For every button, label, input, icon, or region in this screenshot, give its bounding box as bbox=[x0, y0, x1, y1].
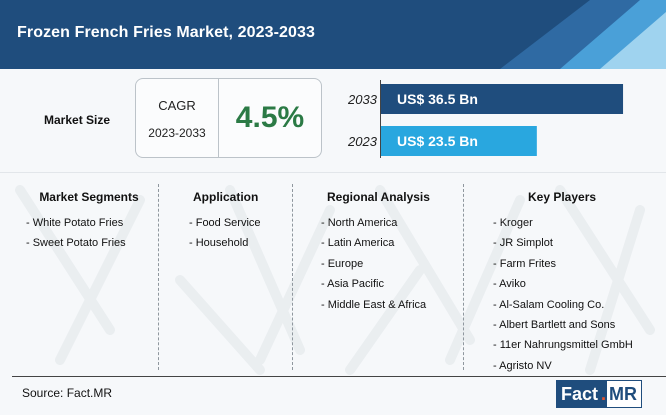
regional-analysis-column: Regional Analysis - North America - Lati… bbox=[321, 190, 461, 315]
year-label-2033: 2033 bbox=[348, 92, 377, 107]
column-divider bbox=[292, 184, 293, 370]
cagr-period: 2023-2033 bbox=[148, 126, 206, 140]
logo-text-right: MR bbox=[606, 380, 643, 408]
list-item: - Aviko bbox=[493, 278, 526, 291]
column-divider bbox=[463, 184, 464, 370]
list-item: - Sweet Potato Fries bbox=[26, 237, 126, 250]
page-title: Frozen French Fries Market, 2023-2033 bbox=[17, 24, 316, 41]
logo-text-left: Fact bbox=[556, 380, 602, 408]
list-item: - Latin America bbox=[321, 237, 395, 250]
list-item: - Farm Frites bbox=[493, 257, 556, 270]
bar-value-label-2033: US$ 36.5 Bn bbox=[397, 91, 478, 107]
list-item: - White Potato Fries bbox=[26, 217, 124, 229]
bar-2033 bbox=[381, 84, 624, 114]
cagr-value: 4.5% bbox=[235, 101, 305, 134]
regional-analysis-heading: Regional Analysis bbox=[327, 190, 430, 204]
list-item: - 11er Nahrungsmittel GmbH bbox=[493, 339, 633, 352]
list-item: - Food Service bbox=[189, 217, 261, 229]
list-item: - Household bbox=[189, 237, 249, 250]
list-item: - Kroger bbox=[493, 217, 533, 229]
market-size-label: Market Size bbox=[44, 113, 111, 127]
column-divider bbox=[158, 184, 159, 370]
market-segments-column: Market Segments - White Potato Fries - S… bbox=[26, 190, 156, 254]
cagr-label: CAGR bbox=[158, 98, 196, 113]
source-note: Source: Fact.MR bbox=[22, 386, 113, 400]
application-heading: Application bbox=[193, 190, 259, 204]
list-item: - Albert Bartlett and Sons bbox=[493, 318, 616, 331]
list-item: - Asia Pacific bbox=[321, 278, 384, 291]
list-item: - North America bbox=[321, 217, 398, 229]
list-item: - Al-Salam Cooling Co. bbox=[493, 298, 605, 311]
application-column: Application - Food Service - Household bbox=[189, 190, 299, 254]
factmr-logo: Fact. MR bbox=[556, 380, 643, 408]
key-players-heading: Key Players bbox=[528, 190, 597, 204]
market-segments-heading: Market Segments bbox=[39, 190, 139, 204]
logo-dot: . bbox=[601, 380, 607, 408]
list-item: - Agristo NV bbox=[493, 359, 552, 372]
key-players-column: Key Players - Kroger - JR Simplot - Farm… bbox=[493, 190, 658, 376]
header-decoration bbox=[500, 0, 666, 69]
cagr-divider bbox=[218, 79, 219, 157]
list-item: - JR Simplot bbox=[493, 237, 553, 250]
section-divider bbox=[0, 172, 666, 173]
market-size-bar-chart: US$ 36.5 Bn US$ 23.5 Bn bbox=[381, 84, 624, 156]
bar-2023 bbox=[381, 126, 537, 156]
footer-divider bbox=[12, 376, 666, 377]
list-item: - Europe bbox=[321, 257, 364, 270]
year-label-2023: 2023 bbox=[348, 134, 377, 149]
list-item: - Middle East & Africa bbox=[321, 298, 427, 311]
bar-value-label-2023: US$ 23.5 Bn bbox=[397, 133, 478, 149]
cagr-box: CAGR 2023-2033 4.5% bbox=[135, 78, 322, 158]
header-banner: Frozen French Fries Market, 2023-2033 bbox=[0, 0, 666, 69]
bar-axis bbox=[380, 80, 381, 158]
